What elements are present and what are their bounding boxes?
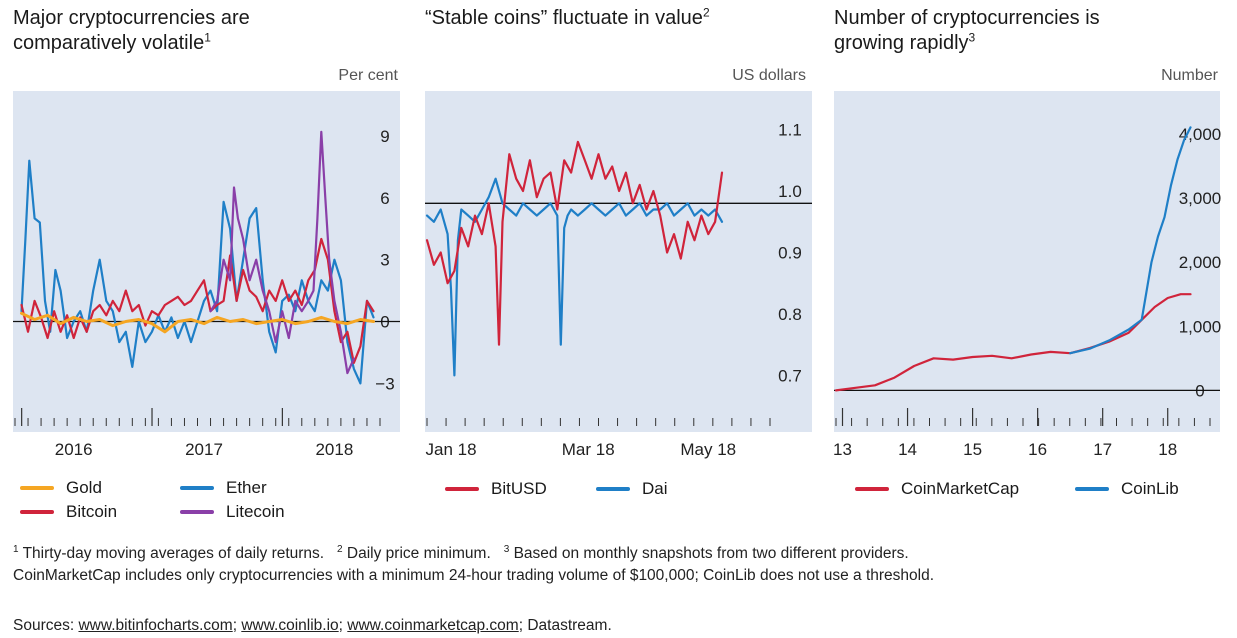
p3-ytick-label: 2,000 (1179, 253, 1222, 272)
legend-bitusd-swatch (445, 487, 479, 491)
p3-xtick-label: 18 (1158, 440, 1177, 459)
legend-ether: Ether (180, 478, 267, 498)
legend-coinmarketcap-label: CoinMarketCap (901, 479, 1020, 498)
legend-bitcoin-swatch (20, 510, 54, 514)
panel3-title-line1: Number of cryptocurrencies is (834, 7, 1100, 29)
p3-series-coinmarketcap (834, 293, 1192, 392)
legend-bitusd-label: BitUSD (491, 479, 547, 498)
panel3-unit: Number (1161, 67, 1218, 84)
panel2-unit: US dollars (732, 67, 806, 84)
footnote3-continuation: CoinMarketCap includes only cryptocurren… (13, 567, 935, 584)
p2-series-bitusd (425, 140, 724, 346)
sources: Sources: www.bitinfocharts.com; www.coin… (13, 615, 1228, 637)
p3-ytick-label: 4,000 (1179, 125, 1222, 144)
panel1-title-line2: comparatively volatile (13, 32, 205, 54)
legend-coinlib-swatch (1075, 487, 1109, 491)
p1-series-litecoin (209, 130, 355, 375)
p3-xtick-label: 16 (1028, 440, 1047, 459)
panel3-title-line2: growing rapidly (834, 32, 969, 54)
legend-litecoin-swatch (180, 510, 214, 514)
legend-bitcoin-label: Bitcoin (66, 502, 118, 521)
sources-label: Sources: (13, 617, 75, 634)
p3-ytick-label: 1,000 (1179, 317, 1222, 336)
p2-xtick-label: May 18 (680, 440, 736, 459)
p1-series-gold (20, 311, 375, 334)
legend-ether-label: Ether (226, 478, 267, 497)
legend-gold-swatch (20, 486, 54, 490)
legend-dai: Dai (596, 479, 668, 499)
source-link-coinmarketcap[interactable]: www.coinmarketcap.com (347, 617, 519, 634)
p1-ytick-label: 9 (380, 127, 389, 146)
p1-ytick-label: −3 (375, 374, 394, 393)
legend-dai-label: Dai (642, 479, 668, 498)
panel2-title-line1: “Stable coins” fluctuate in value (425, 7, 703, 29)
p3-xtick-label: 17 (1093, 440, 1112, 459)
source-link-bitinfocharts[interactable]: www.bitinfocharts.com (78, 617, 233, 634)
p2-xtick-label: Mar 18 (562, 440, 615, 459)
panel3-title-footnote-mark: 3 (968, 30, 976, 45)
panel2-title: “Stable coins” fluctuate in value2 (425, 6, 710, 31)
p1-ytick-label: 3 (380, 251, 389, 270)
p3-series-coinlib (1069, 126, 1192, 355)
legend-coinlib-label: CoinLib (1121, 479, 1179, 498)
p1-xtick-label: 2017 (185, 440, 223, 459)
legend-dai-swatch (596, 487, 630, 491)
legend-coinlib: CoinLib (1075, 479, 1179, 499)
footnotes: 1 Thirty-day moving averages of daily re… (13, 543, 1228, 587)
legend-coinmarketcap-swatch (855, 487, 889, 491)
legend-litecoin-label: Litecoin (226, 502, 285, 521)
sources-separator: ; (518, 617, 524, 634)
source-datastream: Datastream. (527, 617, 612, 634)
p3-ytick-label: 3,000 (1179, 189, 1222, 208)
p2-ytick-label: 0.9 (778, 244, 802, 263)
p2-series-dai (425, 177, 724, 377)
panel2-title-footnote-mark: 2 (702, 5, 710, 20)
p2-ytick-label: 1.1 (778, 121, 802, 140)
p3-xtick-label: 14 (898, 440, 917, 459)
p2-ytick-label: 0.8 (778, 305, 802, 324)
p1-xtick-label: 2016 (55, 440, 93, 459)
legend-coinmarketcap: CoinMarketCap (855, 479, 1019, 499)
footnote2-mark: 2 (337, 543, 343, 555)
sources-separator: ; (338, 617, 343, 634)
p1-ytick-label: 6 (380, 189, 389, 208)
footnote3-text: Based on monthly snapshots from two diff… (513, 545, 909, 562)
p3-xtick-label: 13 (833, 440, 852, 459)
legend-ether-swatch (180, 486, 214, 490)
p2-ytick-label: 0.7 (778, 366, 802, 385)
p1-series-ether (20, 159, 375, 385)
panel1-title-line1: Major cryptocurrencies are (13, 7, 250, 29)
legend-gold: Gold (20, 478, 102, 498)
panel1-title: Major cryptocurrencies are comparatively… (13, 6, 250, 56)
p3-xtick-label: 15 (963, 440, 982, 459)
footnote1-text: Thirty-day moving averages of daily retu… (22, 545, 325, 562)
p1-xtick-label: 2018 (315, 440, 353, 459)
legend-litecoin: Litecoin (180, 502, 285, 522)
source-link-coinlib[interactable]: www.coinlib.io (241, 617, 339, 634)
legend-gold-label: Gold (66, 478, 102, 497)
panel2-plot-area (425, 91, 812, 432)
sources-separator: ; (232, 617, 237, 634)
p2-ytick-label: 1.0 (778, 182, 802, 201)
footnote1-mark: 1 (13, 543, 19, 555)
p1-series-bitcoin (20, 237, 375, 364)
footnote2-text: Daily price minimum. (346, 545, 491, 562)
p2-xtick-label: Jan 18 (425, 440, 476, 459)
panel3-title: Number of cryptocurrencies is growing ra… (834, 6, 1100, 56)
legend-bitusd: BitUSD (445, 479, 547, 499)
panel1-title-footnote-mark: 1 (204, 30, 211, 45)
panel1-unit: Per cent (338, 67, 398, 84)
legend-bitcoin: Bitcoin (20, 502, 117, 522)
footnote3-mark: 3 (503, 543, 510, 555)
